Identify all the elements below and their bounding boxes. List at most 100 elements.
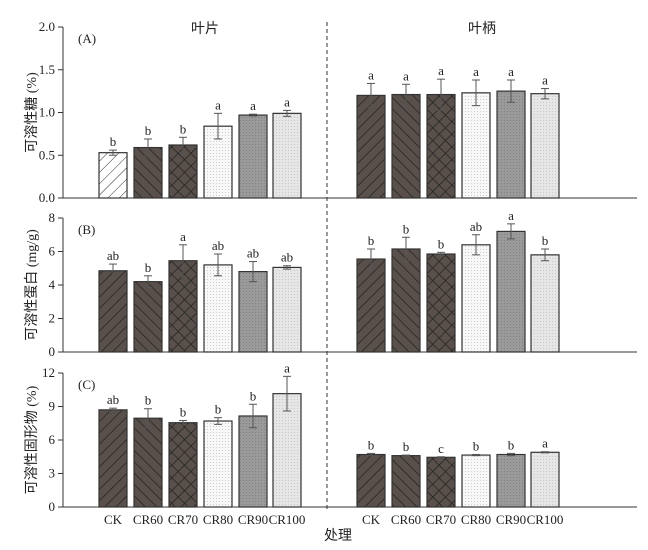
bar-cr60 [391, 455, 421, 508]
significance-letter: b [145, 260, 152, 275]
y-tick-label: 1.5 [39, 62, 55, 77]
x-tick-label: CK [104, 512, 123, 527]
significance-letter: b [110, 134, 117, 149]
y-tick-label: 6 [49, 244, 56, 259]
significance-letter: b [368, 437, 375, 452]
significance-letter: a [284, 360, 290, 375]
x-tick-label: CR80 [203, 512, 233, 527]
y-axis-title: 可溶性糖 (%) [24, 72, 40, 153]
significance-letter: ab [107, 392, 119, 407]
significance-letter: b [180, 121, 187, 136]
bar-cr60 [133, 281, 163, 353]
significance-letter: b [508, 437, 515, 452]
bar-ck [356, 258, 386, 353]
bar-cr90 [238, 271, 268, 353]
significance-letter: a [215, 97, 221, 112]
significance-letter: a [250, 98, 256, 113]
bar-cr80 [461, 454, 491, 508]
group-title-petiole: 叶柄 [468, 21, 496, 37]
y-axis-title: 可溶性固形物 (%) [24, 385, 40, 494]
y-tick-label: 4 [49, 277, 56, 292]
x-axis-title: 处理 [324, 528, 352, 544]
y-tick-label: 0 [49, 344, 56, 359]
significance-letter: b [215, 402, 222, 417]
significance-letter: c [438, 441, 444, 456]
bar-cr60 [133, 417, 163, 508]
bar-cr90 [496, 453, 526, 508]
x-tick-label: CR100 [269, 512, 306, 527]
significance-letter: b [473, 439, 480, 454]
y-axis-title: 可溶性蛋白 (mg/g) [24, 229, 40, 341]
bar-cr100 [272, 266, 302, 353]
x-tick-label: CR60 [133, 512, 163, 527]
bar-ck [98, 270, 128, 353]
significance-letter: b [250, 388, 257, 403]
bar-cr80 [461, 92, 491, 199]
x-tick-label: CR70 [168, 512, 198, 527]
bar-cr80 [461, 244, 491, 353]
significance-letter: a [508, 64, 514, 79]
x-tick-label: CR90 [496, 512, 526, 527]
y-tick-label: 0.5 [39, 147, 55, 162]
bar-cr60 [391, 93, 421, 199]
y-tick-label: 8 [49, 210, 56, 225]
y-tick-label: 9 [49, 399, 56, 414]
significance-letter: a [542, 436, 548, 451]
bar-cr90 [496, 230, 526, 353]
y-tick-label: 12 [42, 365, 55, 380]
significance-letter: ab [470, 219, 482, 234]
group-title-leaf: 叶片 [191, 21, 219, 37]
y-tick-label: 3 [49, 466, 56, 481]
significance-letter: ab [281, 250, 293, 265]
bar-cr90 [238, 415, 268, 508]
significance-letter: b [403, 221, 410, 236]
panel-label: (A) [78, 31, 96, 46]
bar-cr70 [426, 253, 456, 353]
bar-ck [98, 409, 128, 508]
significance-letter: b [180, 404, 187, 419]
significance-letter: b [368, 233, 375, 248]
significance-letter: ab [247, 246, 259, 261]
panel-label: (B) [78, 222, 95, 237]
bar-cr100 [530, 451, 560, 508]
bar-cr70 [168, 422, 198, 508]
significance-letter: a [542, 73, 548, 88]
bar-cr100 [530, 254, 560, 353]
significance-letter: b [542, 233, 549, 248]
significance-letter: b [145, 393, 152, 408]
bar-ck [356, 94, 386, 199]
y-tick-label: 0 [49, 499, 56, 514]
significance-letter: ab [212, 238, 224, 253]
bar-cr70 [426, 456, 456, 508]
significance-letter: a [180, 229, 186, 244]
bar-ck [356, 453, 386, 508]
significance-letter: b [145, 123, 152, 138]
bar-ck [98, 152, 128, 199]
significance-letter: a [368, 67, 374, 82]
y-tick-label: 6 [49, 432, 56, 447]
x-tick-label: CR60 [391, 512, 421, 527]
significance-letter: a [438, 63, 444, 78]
y-tick-label: 2.0 [39, 19, 55, 34]
significance-letter: a [284, 94, 290, 109]
significance-letter: a [473, 64, 479, 79]
y-tick-label: 1.0 [39, 105, 55, 120]
x-tick-label: CK [362, 512, 381, 527]
x-tick-label: CR90 [238, 512, 268, 527]
y-tick-label: 0.0 [39, 190, 55, 205]
bar-cr90 [238, 114, 268, 199]
bar-cr100 [530, 93, 560, 199]
bar-cr80 [203, 420, 233, 508]
panel-label: (C) [78, 377, 95, 392]
bar-cr100 [272, 112, 302, 199]
bar-cr60 [391, 248, 421, 353]
x-tick-label: CR70 [426, 512, 456, 527]
bar-cr80 [203, 264, 233, 353]
significance-letter: ab [107, 248, 119, 263]
bar-cr70 [426, 93, 456, 199]
significance-letter: a [403, 68, 409, 83]
significance-letter: b [438, 236, 445, 251]
panel-0: 0.0 0.5 1.0 1.5 2.0 (A) 可溶性糖 (%) b b b a a a a a a a a a [24, 19, 637, 205]
